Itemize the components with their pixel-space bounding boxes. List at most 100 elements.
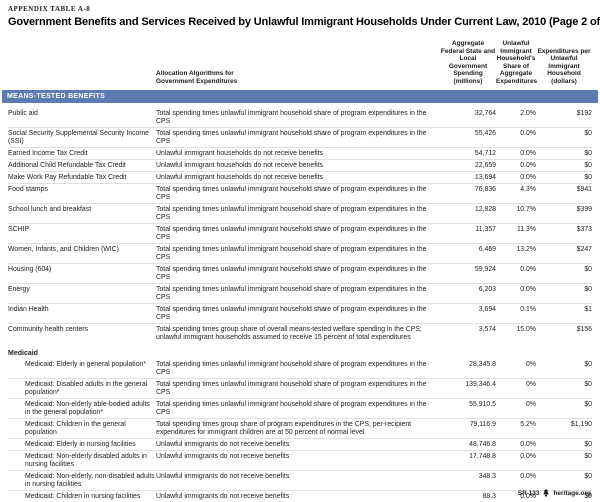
table-row: Additional Child Refundable Tax Credit U… — [8, 160, 592, 172]
share-cell: 0.0% — [496, 284, 536, 304]
program-label: Medicaid: Elderly in general population* — [8, 359, 156, 379]
share-cell: 0.0% — [496, 264, 536, 284]
program-label: Medicaid: Children in the general popula… — [8, 419, 156, 439]
medicaid-table: Medicaid: Elderly in general population*… — [8, 359, 592, 502]
program-label: Earned Income Tax Credit — [8, 148, 156, 160]
spending-cell: 59,924 — [440, 264, 496, 284]
spending-cell: 6,203 — [440, 284, 496, 304]
table-row: Food stamps Total spending times unlawfu… — [8, 184, 592, 204]
table-row: Medicaid: Non-elderly disabled adults in… — [8, 451, 592, 471]
share-cell: 0.0% — [496, 160, 536, 172]
share-cell: 15.0% — [496, 324, 536, 344]
share-cell: 5.2% — [496, 419, 536, 439]
table-row: Medicaid: Non-elderly able-bodied adults… — [8, 399, 592, 419]
table-row: Medicaid: Children in the general popula… — [8, 419, 592, 439]
table-row: Medicaid: Non-elderly, non-disabled adul… — [8, 471, 592, 491]
allocation-cell: Total spending times group share of prog… — [156, 419, 440, 439]
program-label: Energy — [8, 284, 156, 304]
spending-cell: 13,694 — [440, 172, 496, 184]
per-household-cell: $1 — [536, 304, 592, 324]
table-row: Women, Infants, and Children (WIC) Total… — [8, 244, 592, 264]
program-label: Public aid — [8, 108, 156, 128]
spending-cell: 55,426 — [440, 128, 496, 148]
allocation-cell: Total spending times unlawful immigrant … — [156, 128, 440, 148]
table-row: Public aid Total spending times unlawful… — [8, 108, 592, 128]
allocation-cell: Total spending times unlawful immigrant … — [156, 224, 440, 244]
allocation-cell: Total spending times group share of over… — [156, 324, 440, 344]
per-household-cell: $0 — [536, 172, 592, 184]
allocation-cell: Total spending times unlawful immigrant … — [156, 284, 440, 304]
allocation-cell: Unlawful immigrant households do not rec… — [156, 160, 440, 172]
allocation-cell: Unlawful immigrant households do not rec… — [156, 172, 440, 184]
heritage-bell-icon — [542, 489, 550, 497]
allocation-cell: Total spending times unlawful immigrant … — [156, 184, 440, 204]
program-label: Food stamps — [8, 184, 156, 204]
table-row: Social Security Supplemental Security In… — [8, 128, 592, 148]
table-row: Housing (604) Total spending times unlaw… — [8, 264, 592, 284]
share-cell: 13.2% — [496, 244, 536, 264]
share-cell: 0% — [496, 399, 536, 419]
report-number: SR 133 — [518, 490, 540, 497]
table-row: Medicaid: Elderly in general population*… — [8, 359, 592, 379]
allocation-cell: Unlawful immigrants do not receive benef… — [156, 451, 440, 471]
table-row: Energy Total spending times unlawful imm… — [8, 284, 592, 304]
allocation-cell: Total spending times unlawful immigrant … — [156, 399, 440, 419]
spending-cell: 28,345.8 — [440, 359, 496, 379]
allocation-cell: Total spending times unlawful immigrant … — [156, 379, 440, 399]
spending-cell: 139,346.4 — [440, 379, 496, 399]
per-household-cell: $0 — [536, 148, 592, 160]
program-label: Medicaid: Children in nursing facilities — [8, 491, 156, 502]
program-label: Community health centers — [8, 324, 156, 344]
spending-cell: 3,694 — [440, 304, 496, 324]
per-household-cell: $247 — [536, 244, 592, 264]
allocation-cell: Total spending times unlawful immigrant … — [156, 108, 440, 128]
site-link: heritage.org — [553, 490, 591, 497]
allocation-cell: Total spending times unlawful immigrant … — [156, 304, 440, 324]
spending-cell: 22,659 — [440, 160, 496, 172]
spending-cell: 88.3 — [440, 491, 496, 502]
table-row: School lunch and breakfast Total spendin… — [8, 204, 592, 224]
share-cell: 11.3% — [496, 224, 536, 244]
means-tested-table: Public aid Total spending times unlawful… — [8, 108, 592, 343]
medicaid-subsection-label: Medicaid — [8, 350, 592, 357]
per-household-cell: $156 — [536, 324, 592, 344]
allocation-cell: Unlawful immigrant households do not rec… — [156, 148, 440, 160]
share-cell: 0.0% — [496, 148, 536, 160]
per-household-cell: $0 — [536, 399, 592, 419]
table-row: SCHIP Total spending times unlawful immi… — [8, 224, 592, 244]
col-header-spending: Aggregate Federal State and Local Govern… — [440, 40, 496, 85]
spending-cell: 17,748.8 — [440, 451, 496, 471]
program-label: Make Work Pay Refundable Tax Credit — [8, 172, 156, 184]
per-household-cell: $0 — [536, 471, 592, 491]
spending-cell: 54,712 — [440, 148, 496, 160]
program-label: SCHIP — [8, 224, 156, 244]
share-cell: 0.0% — [496, 439, 536, 451]
program-label: Medicaid: Non-elderly, non-disabled adul… — [8, 471, 156, 491]
program-label: Medicaid: Non-elderly able-bodied adults… — [8, 399, 156, 419]
allocation-cell: Unlawful immigrants do not receive benef… — [156, 439, 440, 451]
allocation-cell: Total spending times unlawful immigrant … — [156, 264, 440, 284]
table-row: Medicaid: Elderly in nursing facilities … — [8, 439, 592, 451]
per-household-cell: $1,190 — [536, 419, 592, 439]
per-household-cell: $0 — [536, 160, 592, 172]
share-cell: 0.0% — [496, 471, 536, 491]
per-household-cell: $0 — [536, 359, 592, 379]
per-household-cell: $941 — [536, 184, 592, 204]
means-tested-section-band: MEANS-TESTED BENEFITS — [2, 90, 598, 103]
allocation-cell: Total spending times unlawful immigrant … — [156, 359, 440, 379]
program-label: Medicaid: Elderly in nursing facilities — [8, 439, 156, 451]
share-cell: 0% — [496, 359, 536, 379]
spending-cell: 55,910.5 — [440, 399, 496, 419]
table-row: Make Work Pay Refundable Tax Credit Unla… — [8, 172, 592, 184]
program-label: Housing (604) — [8, 264, 156, 284]
page-title: Government Benefits and Services Receive… — [8, 16, 592, 28]
per-household-cell: $373 — [536, 224, 592, 244]
spending-cell: 32,764 — [440, 108, 496, 128]
spending-cell: 79,116.9 — [440, 419, 496, 439]
table-row: Medicaid: Children in nursing facilities… — [8, 491, 592, 502]
share-cell: 4.3% — [496, 184, 536, 204]
per-household-cell: $0 — [536, 264, 592, 284]
per-household-cell: $0 — [536, 284, 592, 304]
per-household-cell: $0 — [536, 451, 592, 471]
